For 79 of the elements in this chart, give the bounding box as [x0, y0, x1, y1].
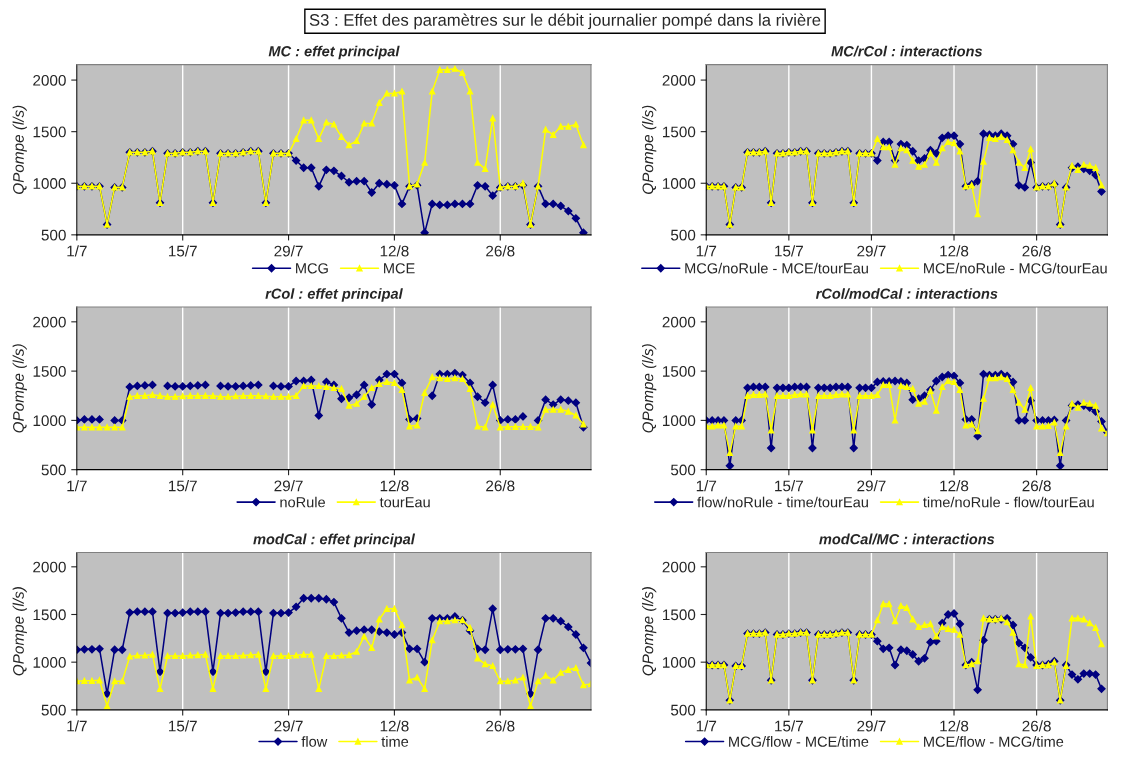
- y-tick-label: 500: [670, 464, 696, 476]
- x-tick-label: 1/7: [67, 245, 87, 257]
- x-tick-label: 15/7: [775, 245, 803, 257]
- text: S3 : Effet des paramètres sur le débit journalier pompé dans la rivière: [309, 13, 821, 30]
- x-tick-label: 29/7: [274, 480, 303, 492]
- x-tick-label: 29/7: [857, 245, 886, 257]
- x-tick-label: 26/8: [486, 245, 515, 257]
- y-axis-title: QPompe (l/s): [12, 344, 27, 433]
- legend-label: tourEau: [379, 497, 430, 508]
- y-tick-label: 2000: [662, 74, 696, 86]
- legend-label: MCE: [384, 263, 415, 274]
- x-tick-label: 12/8: [380, 480, 409, 492]
- legend-label: MCG/flow - MCE/time: [729, 736, 869, 747]
- x-tick-label: 15/7: [168, 480, 197, 492]
- y-tick-label: 2000: [662, 316, 696, 328]
- y-tick-label: 1000: [663, 657, 696, 668]
- y-axis-title: QPompe (l/s): [642, 344, 657, 433]
- legend-label: time: [381, 736, 409, 747]
- y-tick-label: 2000: [33, 561, 66, 573]
- y-tick-label: 1000: [33, 415, 66, 427]
- y-axis-title: QPompe (l/s): [12, 587, 27, 676]
- y-tick-label: 500: [41, 704, 66, 716]
- x-tick-label: 15/7: [168, 245, 197, 257]
- x-tick-label: 26/8: [486, 720, 515, 732]
- y-tick-label: 2000: [33, 74, 66, 86]
- x-tick-label: 15/7: [775, 720, 803, 732]
- legend-label: flow/noRule - time/tourEau: [697, 496, 868, 508]
- legend-label: MCG/noRule - MCE/tourEau: [685, 262, 868, 274]
- legend-label: noRule: [280, 496, 326, 508]
- x-tick-label: 1/7: [696, 480, 717, 492]
- x-tick-label: 29/7: [857, 480, 886, 492]
- x-tick-label: 26/8: [1022, 720, 1051, 732]
- x-tick-label: 12/8: [940, 720, 969, 732]
- x-tick-label: 26/8: [1022, 480, 1051, 492]
- y-axis-title: QPompe (l/s): [12, 105, 27, 194]
- legend-label: MCG: [296, 263, 328, 274]
- y-axis-title: QPompe (l/s): [642, 105, 657, 194]
- x-tick-label: 15/7: [168, 720, 197, 732]
- chart-title: MC/rCol : interactions: [831, 45, 983, 57]
- y-tick-label: 1000: [33, 178, 66, 189]
- legend-label: time/noRule - flow/tourEau: [923, 496, 1094, 508]
- y-tick-label: 2000: [33, 316, 66, 328]
- chart-title: rCol/modCal : interactions: [815, 288, 998, 299]
- y-tick-label: 500: [41, 229, 66, 241]
- y-tick-label: 1000: [663, 178, 696, 189]
- y-tick-label: 2000: [662, 561, 696, 573]
- x-tick-label: 29/7: [274, 245, 303, 257]
- x-tick-label: 1/7: [67, 720, 87, 732]
- y-tick-label: 500: [670, 229, 696, 241]
- y-tick-label: 1500: [663, 126, 696, 138]
- x-tick-label: 1/7: [696, 720, 717, 732]
- x-tick-label: 12/8: [940, 480, 969, 492]
- y-tick-label: 1500: [663, 609, 696, 621]
- x-tick-label: 1/7: [67, 480, 87, 492]
- legend-label: MCE/noRule - MCG/tourEau: [924, 262, 1107, 274]
- legend-label: MCE/flow - MCG/time: [924, 736, 1064, 747]
- y-tick-label: 1000: [33, 657, 66, 668]
- x-tick-label: 12/8: [940, 245, 969, 257]
- x-tick-label: 26/8: [486, 480, 515, 492]
- y-tick-label: 500: [41, 464, 66, 476]
- y-tick-label: 1000: [663, 415, 696, 427]
- y-tick-label: 1500: [663, 365, 696, 377]
- y-tick-label: 1500: [33, 609, 66, 621]
- legend-label: flow: [301, 736, 328, 747]
- chart-title: modCal/MC : interactions: [819, 533, 995, 545]
- x-tick-label: 29/7: [274, 720, 303, 732]
- y-tick-label: 500: [670, 704, 696, 716]
- chart-title: rCol : effet principal: [265, 288, 403, 302]
- y-axis-title: QPompe (l/s): [642, 587, 657, 676]
- chart-title: modCal : effet principal: [253, 533, 416, 548]
- x-tick-label: 1/7: [696, 245, 717, 257]
- x-tick-label: 26/8: [1022, 245, 1051, 257]
- x-tick-label: 29/7: [857, 720, 886, 732]
- y-tick-label: 1500: [33, 126, 66, 138]
- x-tick-label: 15/7: [775, 480, 803, 492]
- y-tick-label: 1500: [33, 365, 66, 377]
- x-tick-label: 12/8: [380, 720, 409, 732]
- chart-title: MC : effet principal: [268, 45, 400, 60]
- x-tick-label: 12/8: [380, 245, 409, 257]
